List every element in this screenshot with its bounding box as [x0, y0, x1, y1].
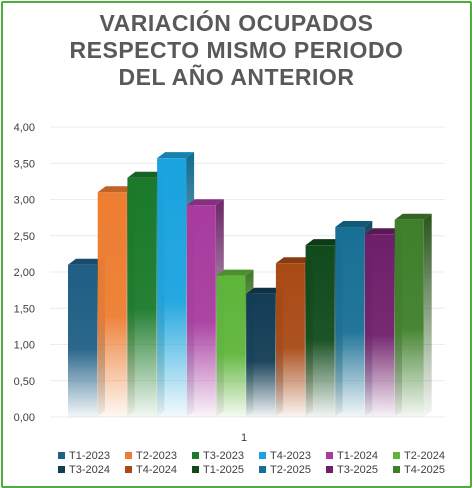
bar-front	[186, 205, 216, 417]
legend-label: T3-2023	[203, 450, 244, 462]
y-tick-label: 1,00	[14, 340, 35, 352]
legend-swatch	[125, 466, 132, 473]
legend-swatch	[393, 466, 400, 473]
bar-top	[216, 269, 254, 276]
legend-label: T2-2024	[404, 450, 445, 462]
legend-item-T3-2024: T3-2024	[58, 464, 110, 476]
y-tick-label: 3,50	[14, 158, 35, 170]
legend-swatch	[259, 452, 266, 459]
legend-label: T1-2023	[69, 450, 110, 462]
bar-top	[68, 258, 105, 265]
bar-front	[394, 219, 424, 417]
legend-item-T3-2025: T3-2025	[326, 464, 378, 476]
legend-item-T1-2024: T1-2024	[326, 450, 378, 462]
legend-swatch	[58, 452, 65, 459]
legend-swatch	[326, 452, 333, 459]
legend-item-T3-2023: T3-2023	[192, 450, 244, 462]
legend-label: T3-2024	[69, 464, 110, 476]
legend-label: T4-2025	[404, 464, 445, 476]
bar-T4-2025	[394, 213, 432, 417]
legend-label: T1-2025	[203, 464, 244, 476]
y-tick-label: 0,00	[14, 412, 35, 424]
chart-title-line-2: RESPECTO MISMO PERIODO	[69, 37, 404, 63]
legend-label: T2-2023	[136, 450, 177, 462]
bar-top	[305, 239, 343, 246]
chart-title-line-3: DEL AÑO ANTERIOR	[118, 64, 355, 90]
legend-label: T4-2023	[270, 450, 311, 462]
bar-top	[97, 186, 135, 193]
legend-swatch	[259, 466, 266, 473]
bar-front	[365, 234, 394, 417]
bar-front	[68, 264, 97, 417]
legend-label: T1-2024	[337, 450, 378, 462]
y-tick-label: 0,50	[14, 376, 35, 388]
chart-title: VARIACIÓN OCUPADOS RESPECTO MISMO PERIOD…	[0, 10, 473, 91]
legend-item-T4-2025: T4-2025	[393, 464, 445, 476]
bar-side	[423, 213, 432, 417]
bar-front	[97, 192, 127, 417]
bar-top	[186, 199, 224, 206]
bar-front	[157, 158, 187, 418]
bar-top	[127, 171, 165, 178]
bar-T2-2025	[335, 221, 373, 417]
legend-swatch	[125, 452, 132, 459]
bar-front	[216, 275, 246, 417]
x-tick-label: 1	[241, 432, 247, 444]
bar-front	[305, 245, 335, 417]
bar-front	[335, 227, 365, 417]
y-tick-label: 4,00	[14, 122, 35, 134]
legend-swatch	[192, 466, 199, 473]
y-tick-label: 1,50	[14, 303, 35, 315]
bar-front	[275, 263, 305, 417]
bar-front	[246, 293, 276, 417]
legend-item-T2-2025: T2-2025	[259, 464, 311, 476]
legend-item-T2-2024: T2-2024	[393, 450, 445, 462]
legend-item-T1-2023: T1-2023	[58, 450, 110, 462]
chart-title-line-1: VARIACIÓN OCUPADOS	[99, 10, 374, 36]
bars	[68, 152, 432, 418]
bar-top	[335, 221, 373, 228]
legend-swatch	[58, 466, 65, 473]
legend-swatch	[393, 452, 400, 459]
bar-top	[246, 287, 284, 294]
bar-T4-2023	[157, 152, 195, 418]
bar-top	[394, 213, 432, 220]
y-tick-label: 2,00	[14, 267, 35, 279]
bar-top	[365, 228, 402, 235]
legend-item-T4-2023: T4-2023	[259, 450, 311, 462]
x-axis: 1	[241, 432, 247, 444]
bar-front	[127, 177, 157, 417]
legend: T1-2023 T2-2023 T3-2023 T4-2023 T1-2024 T2-20…	[58, 450, 445, 476]
legend-label: T4-2024	[136, 464, 177, 476]
legend-item-T4-2024: T4-2024	[125, 464, 177, 476]
legend-item-T1-2025: T1-2025	[192, 464, 244, 476]
bar-top	[157, 152, 195, 159]
legend-label: T2-2025	[270, 464, 311, 476]
bar-top	[275, 257, 313, 264]
legend-label: T3-2025	[337, 464, 378, 476]
y-axis: 0,00 0,50 1,00 1,50 2,00 2,50 3,00 3,50 4,00	[14, 122, 35, 424]
legend-swatch	[192, 452, 199, 459]
legend-swatch	[326, 466, 333, 473]
legend-item-T2-2023: T2-2023	[125, 450, 177, 462]
y-tick-label: 2,50	[14, 231, 35, 243]
y-tick-label: 3,00	[14, 195, 35, 207]
